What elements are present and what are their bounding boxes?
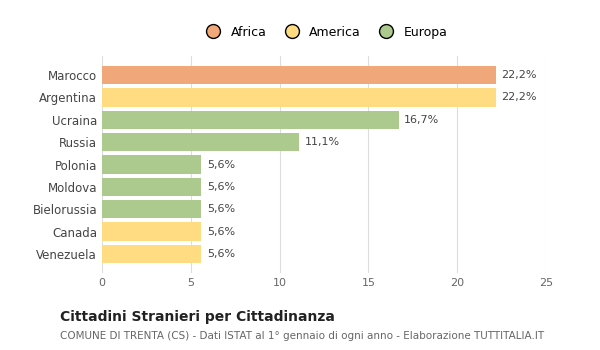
Bar	[102, 223, 202, 241]
Bar	[102, 155, 202, 174]
Text: 22,2%: 22,2%	[502, 70, 537, 80]
Bar	[102, 133, 299, 151]
Text: 22,2%: 22,2%	[502, 92, 537, 103]
Bar	[102, 88, 496, 106]
Bar	[102, 178, 202, 196]
Text: 5,6%: 5,6%	[207, 249, 235, 259]
Text: COMUNE DI TRENTA (CS) - Dati ISTAT al 1° gennaio di ogni anno - Elaborazione TUT: COMUNE DI TRENTA (CS) - Dati ISTAT al 1°…	[60, 331, 544, 341]
Legend: Africa, America, Europa: Africa, America, Europa	[198, 23, 450, 41]
Bar	[102, 245, 202, 263]
Text: 16,7%: 16,7%	[404, 115, 439, 125]
Text: 11,1%: 11,1%	[304, 137, 340, 147]
Text: Cittadini Stranieri per Cittadinanza: Cittadini Stranieri per Cittadinanza	[60, 310, 335, 324]
Text: 5,6%: 5,6%	[207, 204, 235, 214]
Text: 5,6%: 5,6%	[207, 160, 235, 169]
Bar	[102, 111, 398, 129]
Bar	[102, 200, 202, 218]
Text: 5,6%: 5,6%	[207, 182, 235, 192]
Text: 5,6%: 5,6%	[207, 226, 235, 237]
Bar	[102, 66, 496, 84]
